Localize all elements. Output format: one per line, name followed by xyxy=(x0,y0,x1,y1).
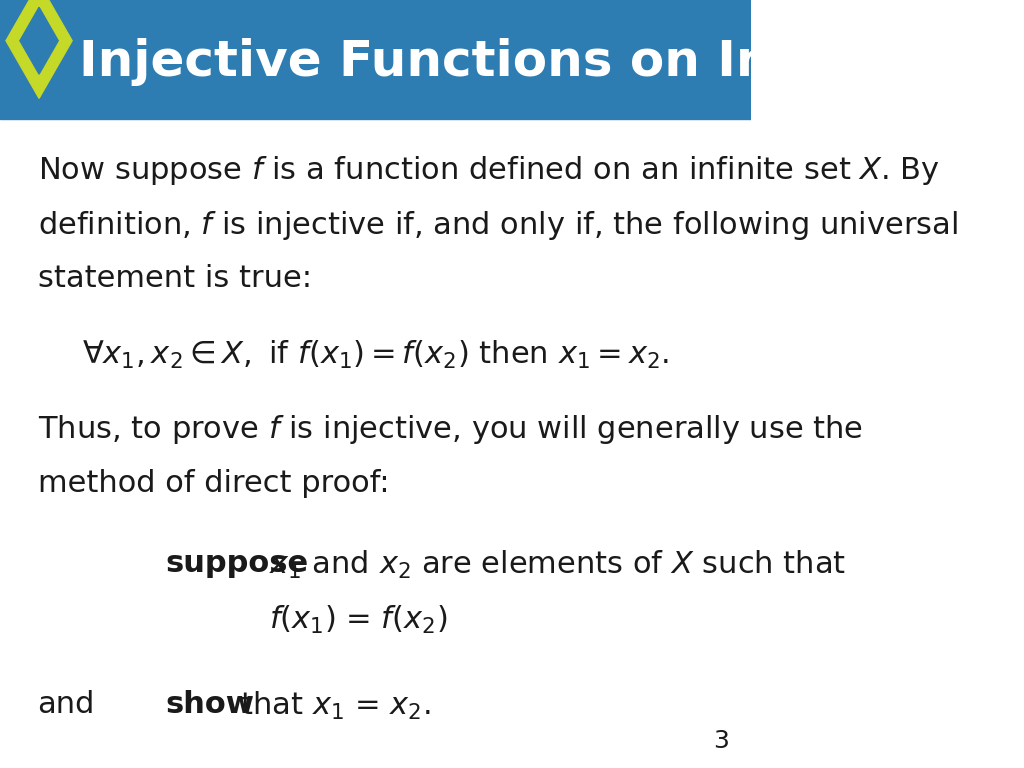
Text: $\forall x_1, x_2 \in X, \mathrm{\ if\ } f(x_1) = f(x_2) \mathrm{\ then\ } x_1 =: $\forall x_1, x_2 \in X, \mathrm{\ if\ }… xyxy=(82,339,669,371)
Text: method of direct proof:: method of direct proof: xyxy=(38,468,389,498)
Text: 3: 3 xyxy=(713,729,729,753)
Text: Now suppose $f$ is a function defined on an infinite set $X$. By: Now suppose $f$ is a function defined on… xyxy=(38,154,940,187)
Bar xyxy=(0,0,752,119)
Text: statement is true:: statement is true: xyxy=(38,264,311,293)
Polygon shape xyxy=(19,8,58,74)
Polygon shape xyxy=(6,0,72,98)
Text: and: and xyxy=(38,690,95,719)
Text: $f$($x_1$) = $f$($x_2$): $f$($x_1$) = $f$($x_2$) xyxy=(269,604,447,637)
Text: show: show xyxy=(165,690,254,719)
Text: suppose: suppose xyxy=(165,549,308,578)
Text: Thus, to prove $f$ is injective, you will generally use the: Thus, to prove $f$ is injective, you wil… xyxy=(38,413,862,446)
Text: Injective Functions on Infinite Sets: Injective Functions on Infinite Sets xyxy=(79,38,1024,86)
Text: definition, $f$ is injective if, and only if, the following universal: definition, $f$ is injective if, and onl… xyxy=(38,209,957,242)
Text: $x_1$ and $x_2$ are elements of $X$ such that: $x_1$ and $x_2$ are elements of $X$ such… xyxy=(269,549,846,581)
Text: that $x_1$ = $x_2$.: that $x_1$ = $x_2$. xyxy=(231,690,431,722)
